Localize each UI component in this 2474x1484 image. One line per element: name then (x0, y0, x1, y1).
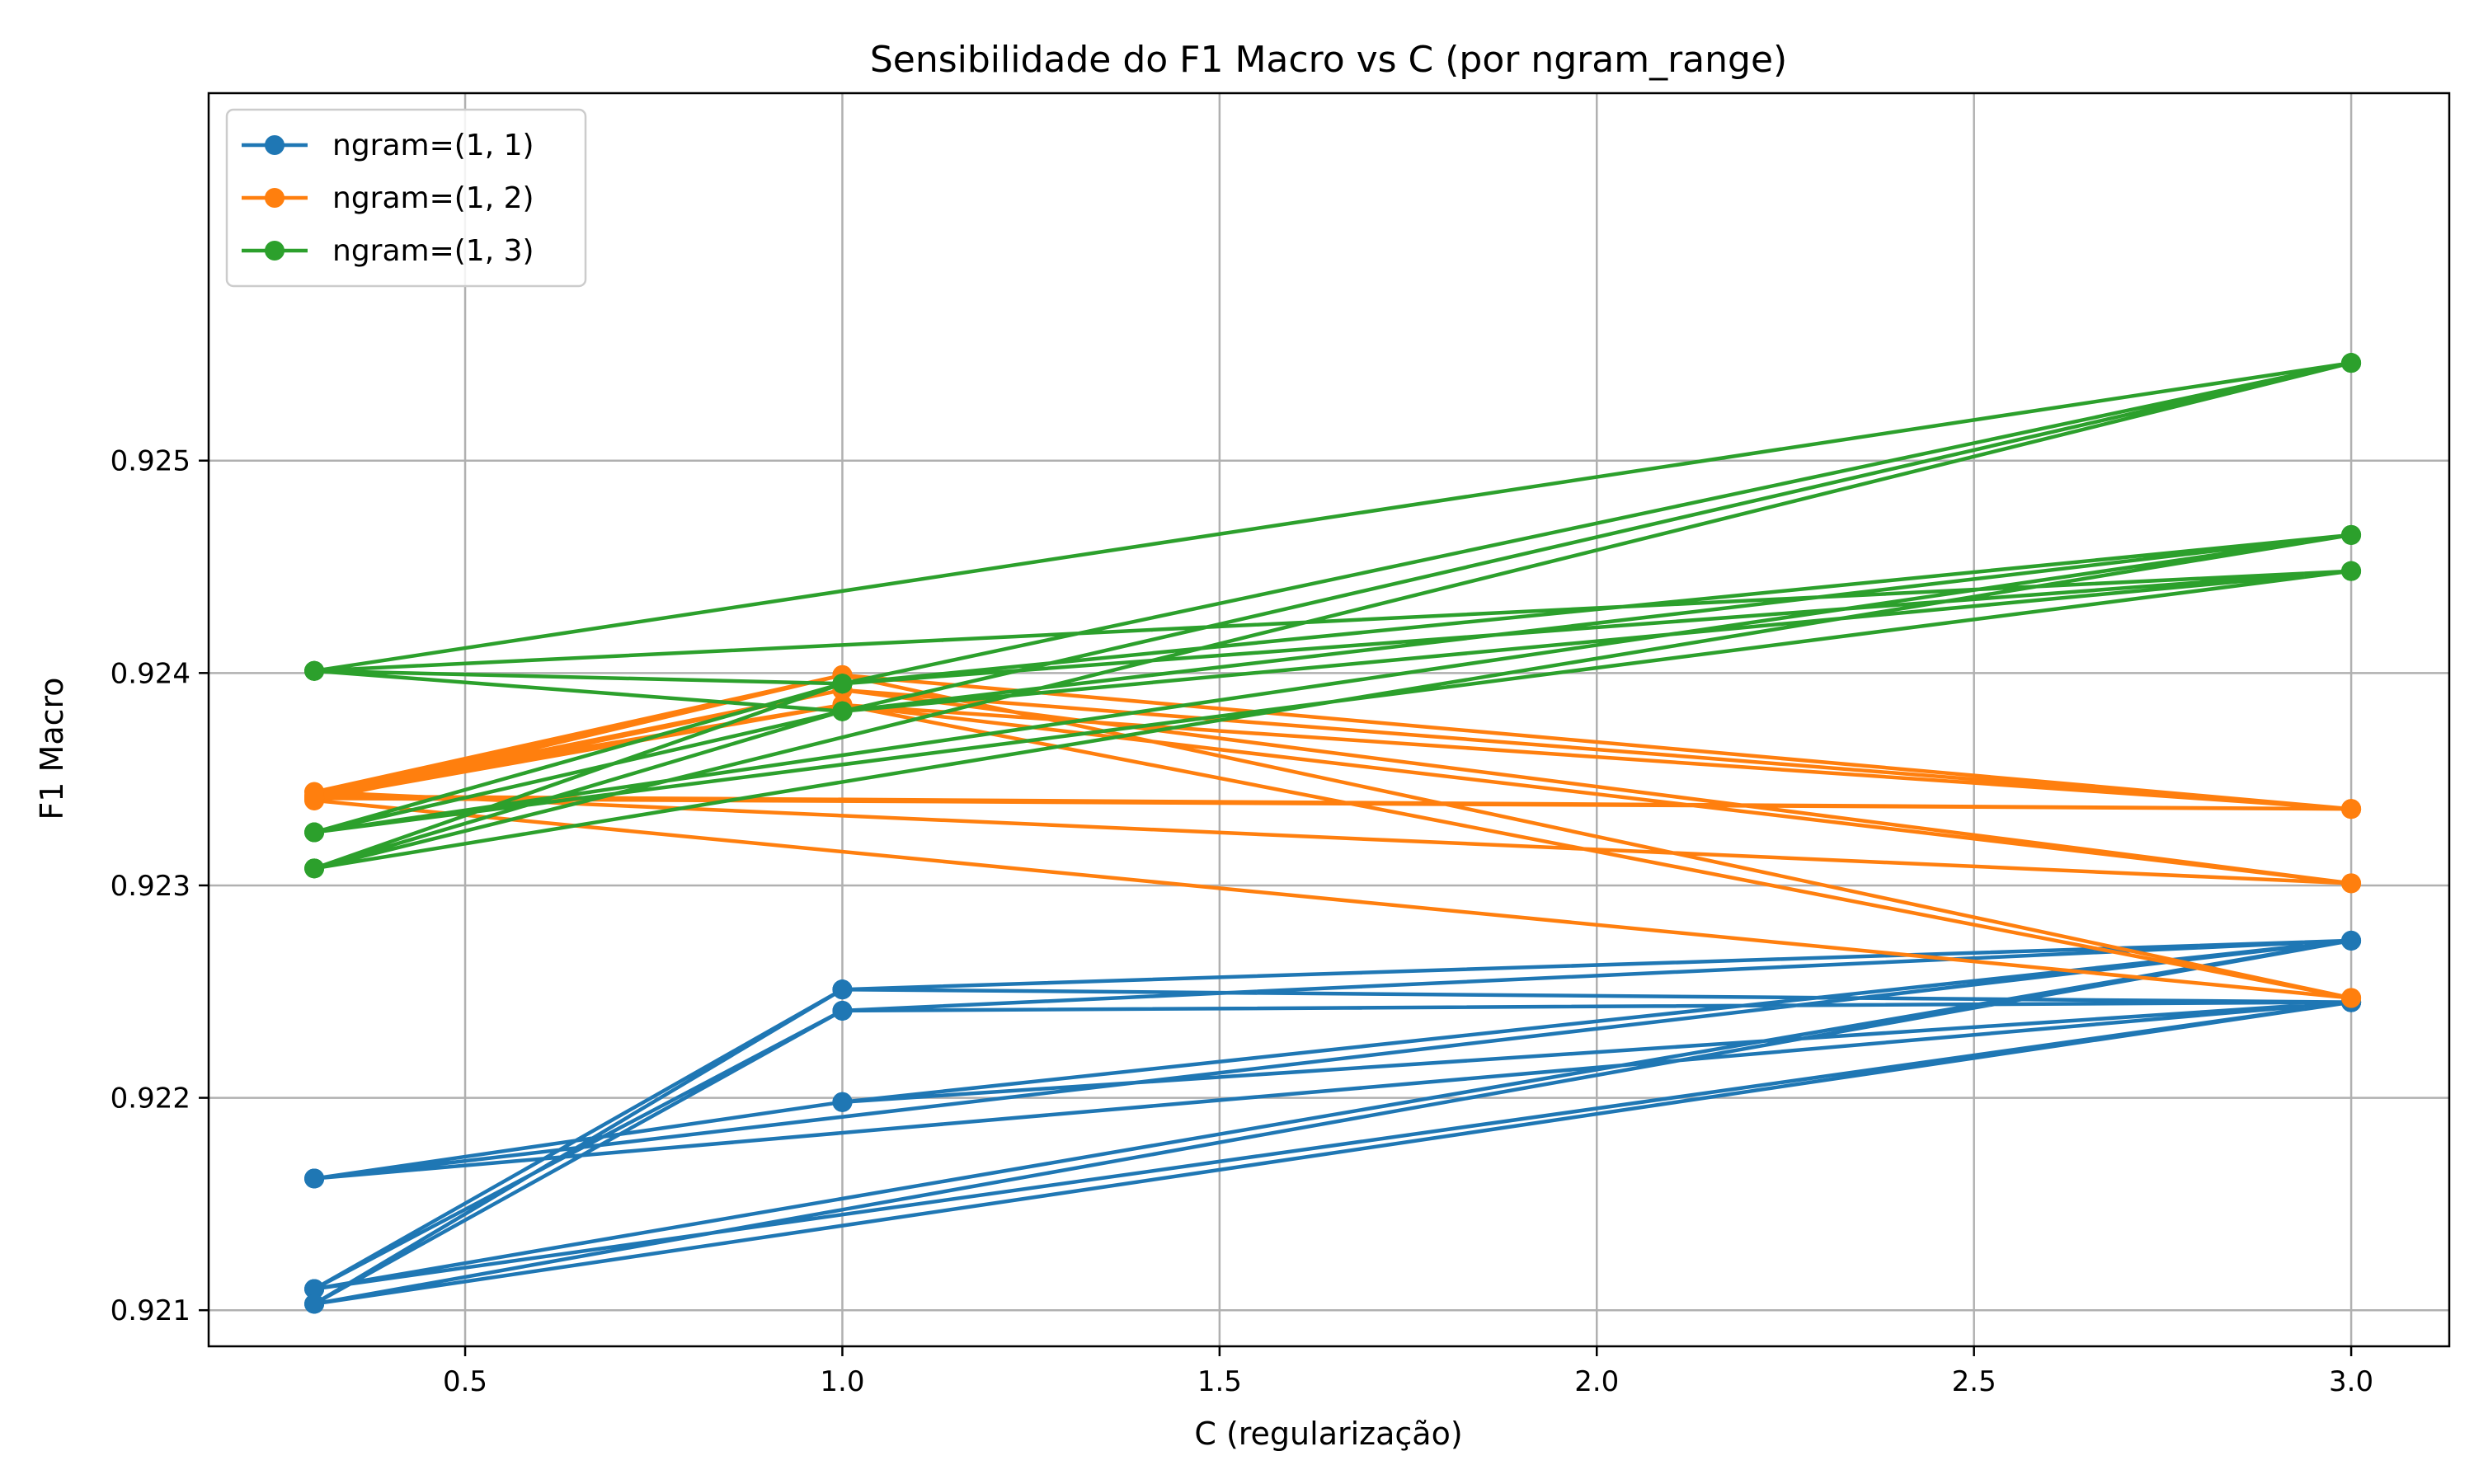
series-3 (304, 353, 2362, 879)
chart-title: Sensibilidade do F1 Macro vs C (por ngra… (870, 39, 1787, 81)
data-point (304, 1168, 325, 1189)
legend-swatch-marker (265, 241, 285, 261)
x-axis-label: C (regularização) (1194, 1416, 1462, 1452)
data-point (832, 674, 853, 694)
data-point (832, 701, 853, 721)
data-point (304, 660, 325, 681)
y-tick-label: 0.923 (111, 870, 190, 903)
data-point (304, 822, 325, 843)
legend-label: ngram=(1, 3) (332, 234, 534, 268)
data-point (304, 1279, 325, 1299)
data-point (2341, 353, 2362, 373)
x-tick-label: 1.5 (1197, 1365, 1242, 1398)
plot-frame (207, 92, 2451, 1348)
x-tick-label: 2.5 (1952, 1365, 1997, 1398)
y-axis-label: F1 Macro (34, 677, 70, 819)
data-point (2341, 524, 2362, 545)
y-tick-label: 0.921 (111, 1294, 190, 1327)
series-layer (304, 353, 2362, 1314)
data-point (304, 858, 325, 879)
data-point (2341, 930, 2362, 951)
legend-box (225, 108, 587, 288)
data-point (2341, 988, 2362, 1008)
legend: ngram=(1, 1) ngram=(1, 2) ngram=(1, 3) (225, 108, 587, 288)
legend-label: ngram=(1, 1) (332, 129, 534, 162)
legend-label: ngram=(1, 2) (332, 181, 534, 215)
y-tick-label: 0.924 (111, 657, 190, 690)
x-tick-label: 0.5 (443, 1365, 487, 1398)
y-tick-label: 0.925 (111, 445, 190, 478)
data-point (832, 1000, 853, 1021)
series-line (312, 673, 2354, 1000)
data-point (304, 788, 325, 809)
y-tick-label: 0.922 (111, 1082, 190, 1115)
data-point (304, 1294, 325, 1314)
legend-swatch-marker (265, 188, 285, 208)
data-point (832, 1092, 853, 1112)
x-tick-label: 1.0 (820, 1365, 864, 1398)
x-tick-label: 3.0 (2329, 1365, 2373, 1398)
data-point (2341, 799, 2362, 819)
x-tick-label: 2.0 (1574, 1365, 1619, 1398)
series-line (312, 360, 2354, 871)
data-point (832, 979, 853, 1000)
data-point (2341, 873, 2362, 894)
series-line (312, 938, 2354, 1306)
data-point (2341, 561, 2362, 581)
ticks: 0.5 1.0 1.5 2.0 2.5 3.0 0.921 0.922 0.923 0.924 0.… (111, 445, 2373, 1398)
legend-swatch-marker (265, 135, 285, 155)
